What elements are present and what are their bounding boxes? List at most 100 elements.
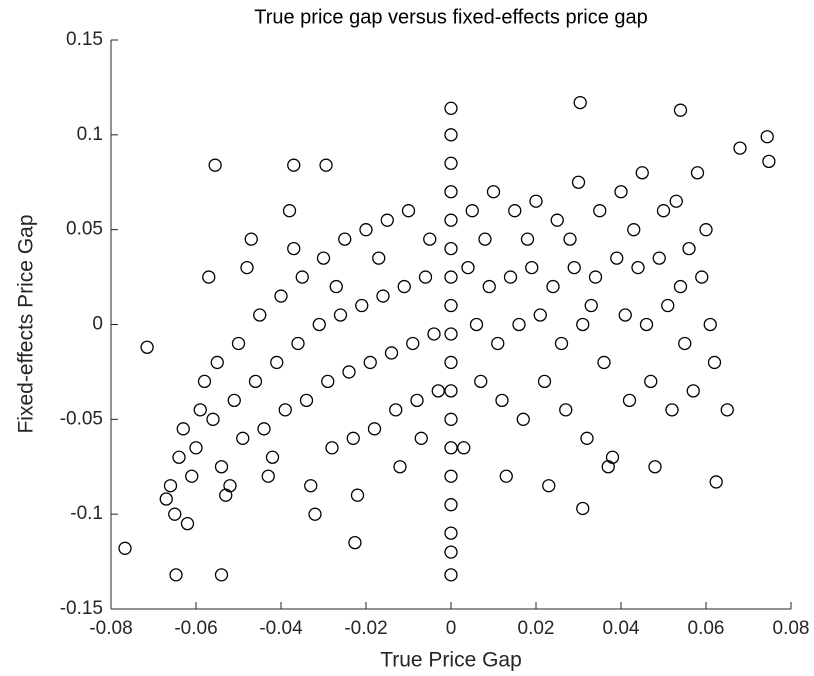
- x-tick-label: -0.04: [259, 618, 303, 639]
- point: [333, 308, 348, 322]
- point: [673, 103, 688, 117]
- point: [686, 384, 700, 398]
- point: [287, 158, 301, 172]
- point: [414, 431, 428, 445]
- point: [193, 403, 207, 417]
- point: [397, 279, 411, 294]
- point: [699, 223, 713, 237]
- x-tick-label: 0.08: [773, 618, 810, 639]
- point: [486, 185, 501, 199]
- point: [760, 130, 774, 144]
- point: [631, 260, 645, 275]
- x-axis-label: True Price Gap: [380, 649, 522, 672]
- point: [584, 298, 598, 313]
- x-tick-label: 0.06: [688, 618, 725, 639]
- point: [389, 403, 403, 417]
- point: [118, 541, 132, 555]
- point: [682, 241, 696, 256]
- point: [652, 251, 666, 265]
- point: [580, 431, 594, 445]
- point: [253, 308, 267, 322]
- y-tick-label: 0.15: [66, 29, 103, 50]
- point: [678, 336, 692, 351]
- point: [176, 422, 190, 436]
- point: [588, 270, 603, 284]
- point: [444, 298, 458, 313]
- point: [240, 260, 254, 275]
- point: [622, 393, 637, 408]
- point: [227, 393, 241, 408]
- point: [265, 450, 280, 464]
- point: [401, 204, 416, 218]
- point: [542, 479, 556, 493]
- point: [695, 270, 709, 284]
- point: [563, 232, 577, 246]
- point: [707, 355, 722, 370]
- point: [499, 469, 513, 483]
- point: [673, 279, 688, 294]
- point: [197, 374, 212, 389]
- points: [118, 95, 776, 582]
- point: [350, 488, 365, 502]
- point: [214, 460, 229, 474]
- point: [444, 327, 458, 341]
- y-tick-label: -0.05: [60, 408, 103, 429]
- point: [308, 507, 322, 521]
- point: [469, 317, 484, 332]
- x-tick-label: -0.08: [89, 618, 132, 639]
- point: [219, 488, 233, 502]
- point: [444, 568, 458, 582]
- point: [610, 251, 624, 265]
- point: [669, 194, 683, 208]
- y-tick-label: 0: [92, 314, 103, 335]
- point: [393, 460, 407, 474]
- point: [546, 279, 560, 294]
- point: [444, 441, 458, 455]
- point: [516, 412, 530, 426]
- point: [614, 185, 628, 199]
- point: [338, 232, 352, 246]
- point: [444, 156, 458, 170]
- point: [720, 403, 734, 417]
- point: [206, 412, 220, 426]
- point: [597, 355, 611, 370]
- point: [180, 517, 195, 531]
- point: [601, 460, 615, 474]
- point: [282, 204, 297, 218]
- point: [444, 128, 458, 142]
- point: [733, 141, 747, 155]
- point: [348, 535, 362, 550]
- point: [444, 185, 458, 199]
- point: [762, 154, 776, 169]
- y-tick-label: -0.15: [60, 598, 103, 619]
- point: [172, 450, 186, 464]
- point: [593, 204, 607, 218]
- point: [444, 384, 458, 398]
- point: [444, 270, 458, 284]
- point: [550, 213, 564, 227]
- point: [644, 374, 658, 389]
- point: [639, 317, 654, 332]
- point: [444, 498, 458, 512]
- point: [244, 232, 258, 246]
- point: [287, 241, 301, 256]
- point: [214, 568, 229, 582]
- y-tick-label: -0.1: [70, 503, 103, 524]
- x-tick-label: 0: [446, 618, 457, 639]
- point: [461, 260, 475, 275]
- point: [384, 346, 399, 360]
- point: [571, 175, 586, 189]
- point: [185, 469, 199, 483]
- chart-title: True price gap versus fixed-effects pric…: [254, 6, 648, 28]
- point: [346, 431, 360, 445]
- point: [278, 403, 292, 417]
- y-tick-label: 0.05: [66, 219, 103, 240]
- point: [529, 194, 543, 208]
- point: [210, 355, 224, 370]
- x-tick-label: 0.02: [518, 618, 555, 639]
- point: [342, 365, 356, 379]
- point: [508, 204, 522, 218]
- point: [567, 260, 581, 275]
- point: [503, 270, 518, 284]
